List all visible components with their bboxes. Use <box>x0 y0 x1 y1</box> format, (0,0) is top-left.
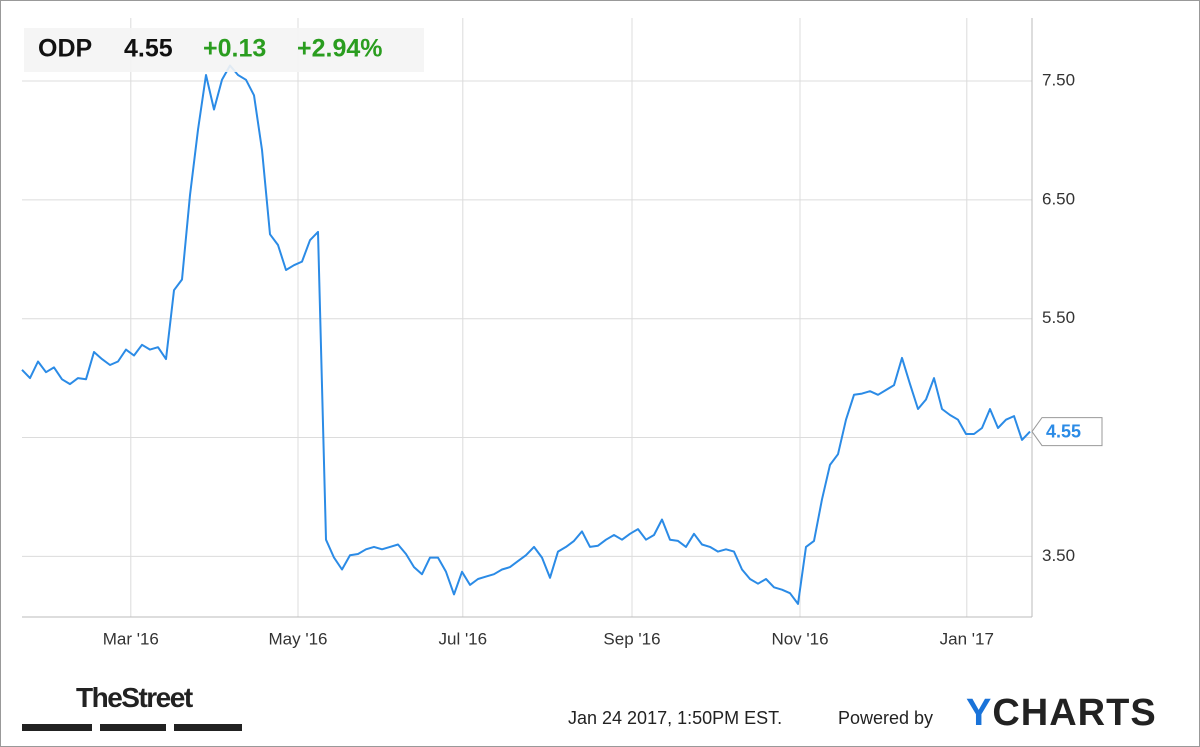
x-tick-label: Jul '16 <box>438 629 487 648</box>
change-pct: +2.94% <box>297 35 383 63</box>
timestamp: Jan 24 2017, 1:50PM EST. <box>568 708 783 728</box>
x-tick-label: Mar '16 <box>103 629 159 648</box>
brand-bar <box>100 724 166 731</box>
last-price-label: 4.55 <box>1046 421 1081 441</box>
brand-bar <box>174 724 242 731</box>
x-tick-label: Jan '17 <box>940 629 994 648</box>
x-tick-label: Sep '16 <box>603 629 660 648</box>
y-tick-label: 3.50 <box>1042 546 1075 565</box>
change: +0.13 <box>203 35 266 63</box>
brand: TheStreet <box>76 682 193 713</box>
x-tick-label: Nov '16 <box>771 629 828 648</box>
price: 4.55 <box>124 35 173 63</box>
last-price-box <box>1031 417 1103 447</box>
price-line <box>21 64 1031 605</box>
y-tick-label: 6.50 <box>1042 189 1075 208</box>
x-tick-label: May '16 <box>269 629 328 648</box>
powered-by: Powered by <box>838 708 934 728</box>
ticker: ODP <box>38 35 92 63</box>
ycharts-logo: YCHARTS <box>966 692 1157 734</box>
brand-bar <box>22 724 92 731</box>
y-tick-label: 7.50 <box>1042 70 1075 89</box>
header-bg <box>24 28 424 72</box>
y-tick-label: 5.50 <box>1042 308 1075 327</box>
